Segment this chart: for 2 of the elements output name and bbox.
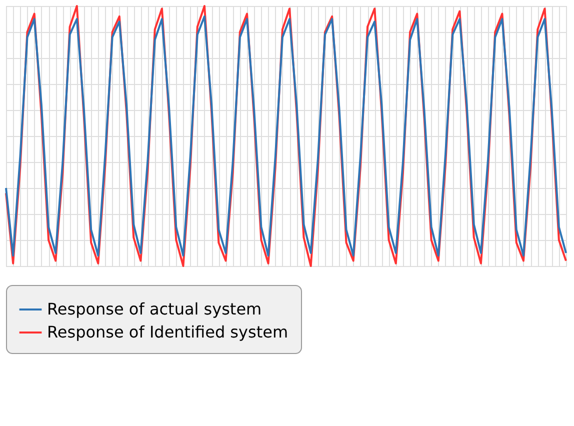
legend-label: Response of Identified system (47, 322, 288, 342)
legend-label: Response of actual system (47, 300, 262, 318)
